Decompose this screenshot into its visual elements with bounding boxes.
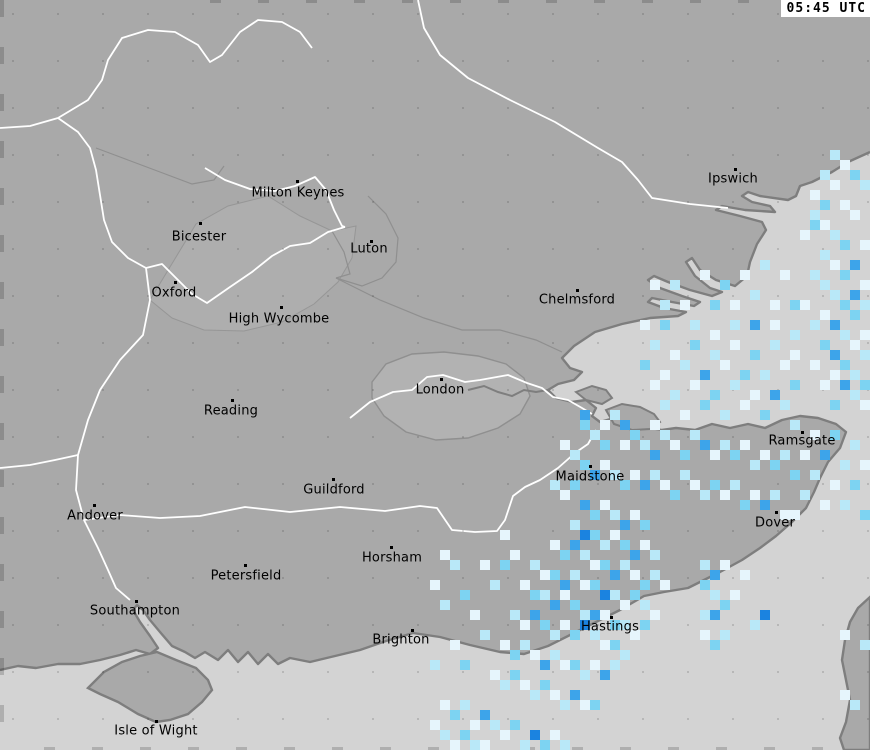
coastline — [0, 150, 870, 672]
river-thames — [467, 384, 549, 398]
region-chilterns — [149, 195, 357, 332]
isle-of-grain — [574, 384, 614, 406]
isle-of-wight-land — [85, 650, 214, 724]
timestamp-badge: 05:45 UTC — [780, 0, 870, 17]
county-boundaries-gray — [95, 147, 563, 353]
county-boundaries-white — [0, 0, 729, 601]
region-greater-london — [371, 351, 531, 441]
sea-fill — [0, 152, 870, 750]
